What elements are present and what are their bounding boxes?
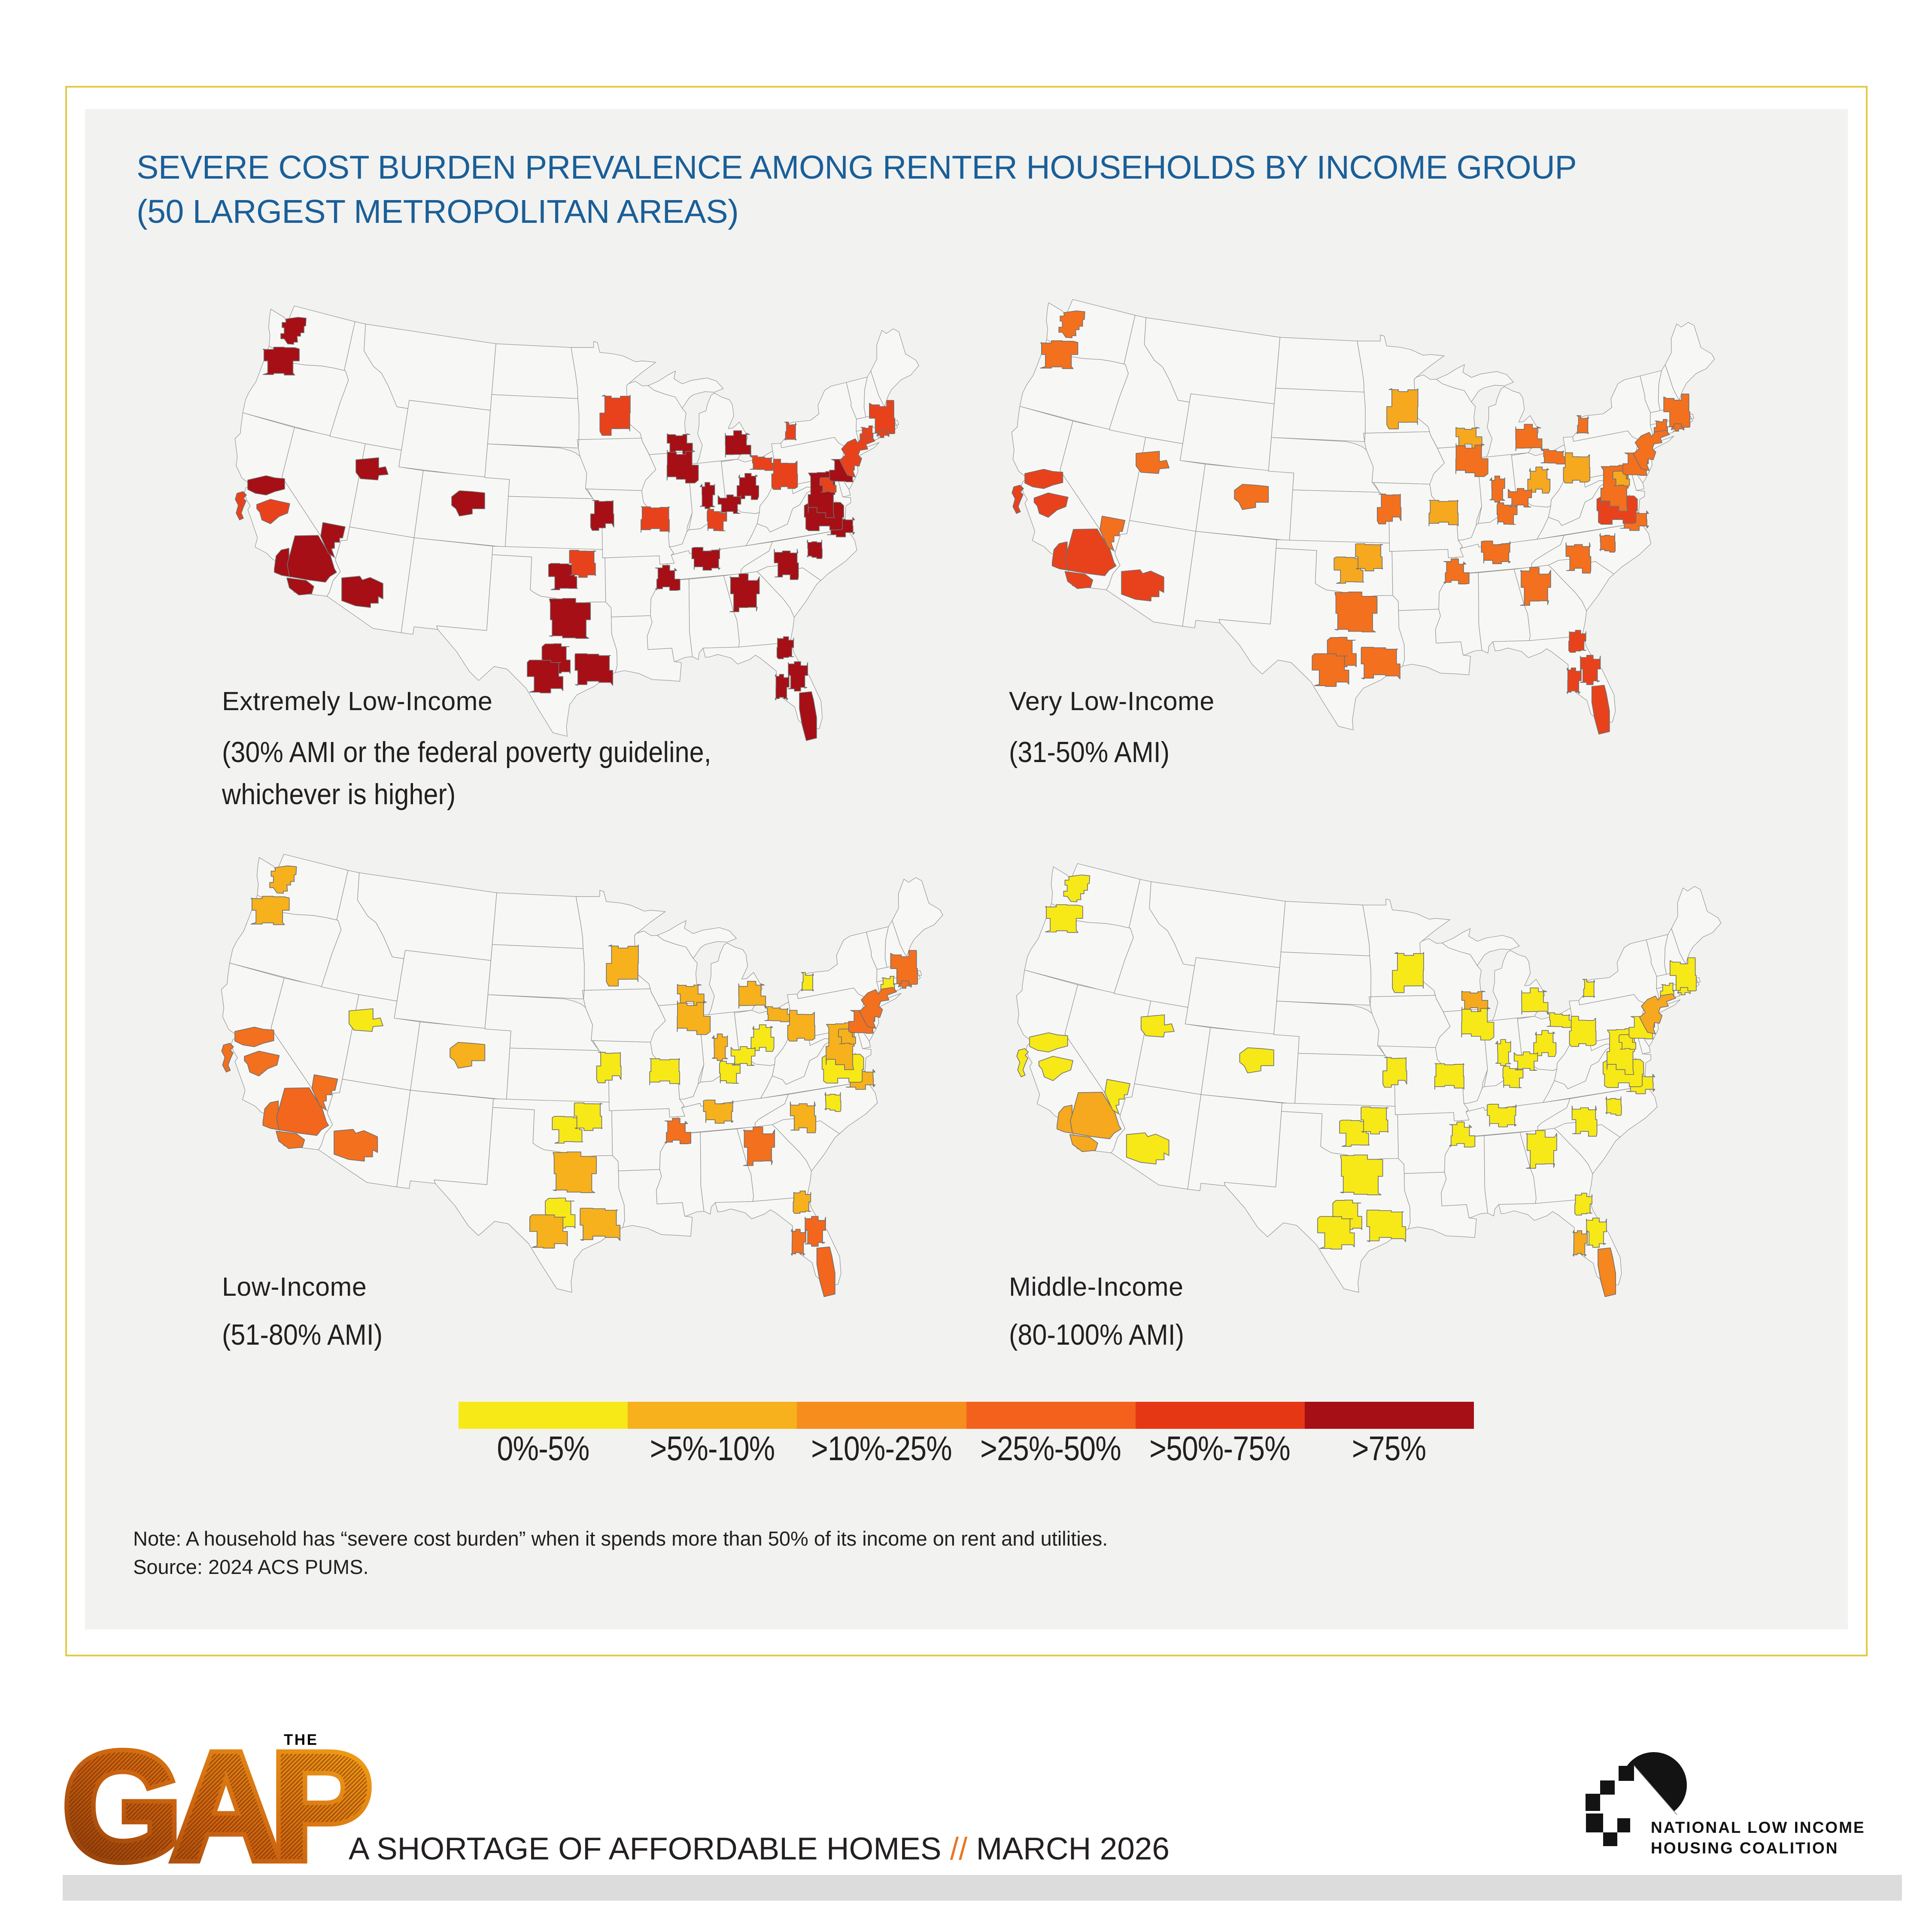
svg-text:GAP: GAP [63, 1721, 368, 1872]
svg-text:GAP: GAP [63, 1721, 368, 1872]
